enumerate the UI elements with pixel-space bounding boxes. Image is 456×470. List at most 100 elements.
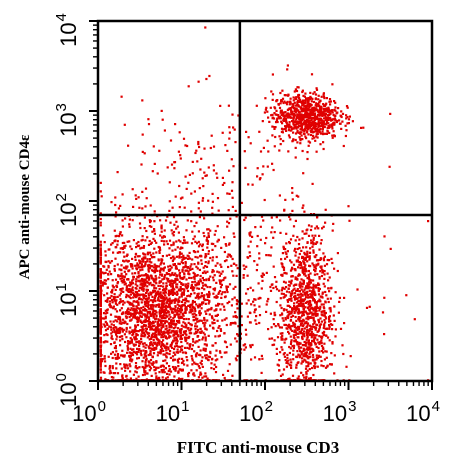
event-point <box>202 284 205 287</box>
event-point <box>322 117 326 120</box>
event-point <box>307 117 311 120</box>
event-point <box>310 121 313 124</box>
event-point <box>106 323 109 326</box>
event-point <box>124 369 127 372</box>
event-point <box>131 257 134 260</box>
axis-ticks <box>89 20 433 390</box>
event-point <box>132 350 135 353</box>
event-point <box>149 267 152 270</box>
event-point <box>307 347 310 350</box>
event-point <box>187 300 190 303</box>
event-point <box>333 117 336 120</box>
event-point <box>272 168 275 172</box>
event-point <box>306 328 309 331</box>
event-point <box>178 253 182 256</box>
event-point <box>345 105 349 108</box>
event-point <box>303 344 306 347</box>
event-point <box>331 323 334 326</box>
event-point <box>285 290 289 293</box>
event-point <box>324 132 327 135</box>
event-point <box>110 201 113 204</box>
event-point <box>320 239 323 242</box>
event-point <box>148 239 151 243</box>
event-point <box>307 316 311 320</box>
event-point <box>215 349 218 352</box>
event-point <box>282 319 285 322</box>
event-point <box>99 359 102 362</box>
event-point <box>99 252 102 255</box>
event-point <box>323 319 326 322</box>
event-point <box>163 332 166 335</box>
event-point <box>223 318 226 321</box>
event-point <box>113 293 116 296</box>
event-point <box>167 369 170 373</box>
event-point <box>303 210 306 213</box>
event-point <box>139 260 142 263</box>
event-point <box>169 300 172 303</box>
event-point <box>218 303 221 306</box>
event-point <box>99 243 102 247</box>
event-point <box>289 97 292 100</box>
event-point <box>304 267 307 270</box>
event-point <box>189 323 192 326</box>
event-point <box>184 311 187 314</box>
event-point <box>213 363 216 366</box>
event-point <box>311 234 314 237</box>
event-point <box>229 255 232 258</box>
event-point <box>234 209 237 212</box>
event-point <box>145 328 148 331</box>
event-point <box>149 328 152 331</box>
event-point <box>308 309 311 312</box>
event-point <box>99 269 102 272</box>
event-point <box>298 111 301 114</box>
event-point <box>208 313 211 316</box>
event-point <box>285 121 288 124</box>
event-point <box>150 275 153 278</box>
event-point <box>318 321 321 324</box>
event-point <box>193 350 196 353</box>
event-point <box>277 323 280 326</box>
event-point <box>204 256 207 259</box>
event-point <box>149 311 152 315</box>
event-point <box>136 311 139 314</box>
event-point <box>246 315 249 318</box>
event-point <box>120 264 123 267</box>
event-point <box>110 332 113 335</box>
event-point <box>129 312 132 315</box>
event-point <box>314 130 317 133</box>
event-point <box>280 120 283 123</box>
event-point <box>202 185 205 188</box>
event-point <box>116 295 119 298</box>
event-point <box>164 359 167 362</box>
event-point <box>150 241 153 244</box>
event-point <box>151 295 154 298</box>
event-point <box>146 336 149 339</box>
event-point <box>279 102 282 105</box>
event-point <box>135 333 138 336</box>
event-point <box>126 240 129 243</box>
event-point <box>266 139 269 142</box>
event-point <box>298 247 301 250</box>
event-point <box>158 250 161 253</box>
event-point <box>109 261 112 264</box>
event-point <box>182 293 186 296</box>
event-point <box>310 119 313 122</box>
event-point <box>283 100 286 103</box>
event-point <box>144 355 148 358</box>
event-point <box>273 276 277 279</box>
event-point <box>119 363 122 366</box>
event-point <box>306 322 310 325</box>
event-point <box>316 136 319 139</box>
event-point <box>131 334 134 337</box>
event-point <box>168 313 171 316</box>
event-point <box>299 142 302 145</box>
event-point <box>173 375 176 378</box>
event-point <box>202 266 205 269</box>
event-point <box>139 269 142 272</box>
event-point <box>139 352 142 355</box>
event-point <box>129 245 132 248</box>
event-point <box>191 281 194 284</box>
event-point <box>162 240 166 243</box>
event-point <box>265 271 268 274</box>
event-point <box>130 247 133 251</box>
